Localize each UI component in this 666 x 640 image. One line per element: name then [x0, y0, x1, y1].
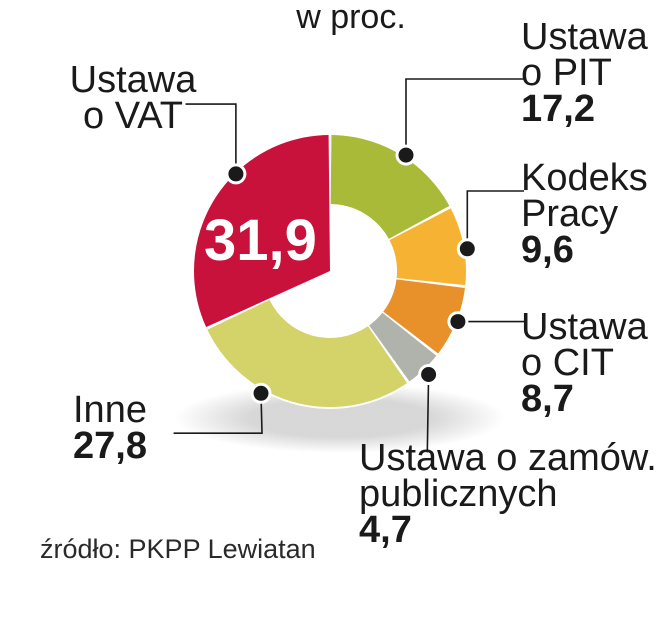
svg-text:31,9: 31,9 — [204, 208, 317, 273]
